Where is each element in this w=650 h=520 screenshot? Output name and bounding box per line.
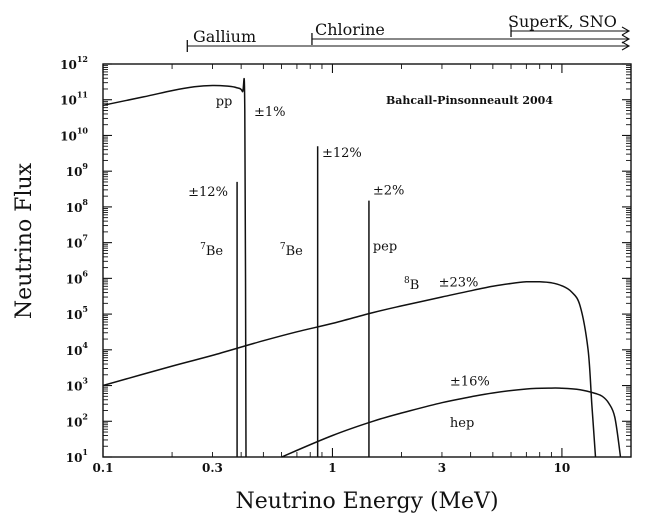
x-tick-label: 10 <box>554 461 571 475</box>
threshold-2-label: SuperK, SNO <box>508 12 617 31</box>
annotation-label: 8B <box>404 276 419 293</box>
plot-frame <box>102 63 632 458</box>
y-tick-label: 105 <box>66 304 88 322</box>
threshold-2-arrowhead <box>621 26 631 36</box>
x-tick-label: 3 <box>438 461 446 475</box>
threshold-0-label: Gallium <box>193 27 256 46</box>
axis-ticks: 1011021031041051061071081091010101110120… <box>60 54 632 475</box>
y-tick-label: 1012 <box>60 54 88 72</box>
flux-series <box>102 78 622 458</box>
y-tick-label: 108 <box>66 197 89 215</box>
y-tick-label: 1011 <box>60 90 88 108</box>
annotation-label: ±23% <box>439 275 479 290</box>
x-axis-title: Neutrino Energy (MeV) <box>235 489 498 514</box>
threshold-1-label: Chlorine <box>315 20 385 39</box>
flux-annotations: pp ±1% ±12% 7Be 7Be ±12% ±2% pep 8B ±23% ±16% hep <box>188 94 490 431</box>
threshold-0-arrowhead <box>621 41 631 51</box>
series-pp-curve <box>102 78 247 458</box>
y-tick-label: 106 <box>66 268 89 286</box>
y-tick-label: 109 <box>66 161 89 179</box>
y-tick-label: 102 <box>66 411 88 429</box>
x-tick-label: 0.3 <box>202 461 223 475</box>
annotation-label: ±2% <box>373 184 405 199</box>
annotation-label: pep <box>373 240 397 255</box>
y-tick-label: 103 <box>66 376 89 394</box>
annotation-label: 7Be <box>280 242 303 259</box>
threshold-1-arrowhead <box>621 34 631 44</box>
y-tick-label: 104 <box>66 340 89 358</box>
x-tick-label: 1 <box>328 461 336 475</box>
series-hep-curve <box>281 387 622 458</box>
source-note: Bahcall-Pinsonneault 2004 <box>386 94 553 107</box>
annotation-label: ±12% <box>188 185 228 200</box>
y-tick-label: 1010 <box>60 125 88 143</box>
series-b8-curve <box>102 280 597 458</box>
annotation-label: ±1% <box>254 105 286 120</box>
x-tick-label: 0.1 <box>93 461 114 475</box>
annotation-label: hep <box>450 416 474 431</box>
annotation-label: pp <box>216 94 233 109</box>
y-axis-title: Neutrino Flux <box>12 162 37 319</box>
y-tick-label: 107 <box>66 233 88 251</box>
y-tick-label: 101 <box>66 447 88 465</box>
annotation-label: ±12% <box>322 146 362 161</box>
annotation-label: ±16% <box>450 375 490 390</box>
annotation-label: 7Be <box>200 242 223 259</box>
threshold-brackets: Gallium Chlorine SuperK, SNO <box>186 12 631 52</box>
